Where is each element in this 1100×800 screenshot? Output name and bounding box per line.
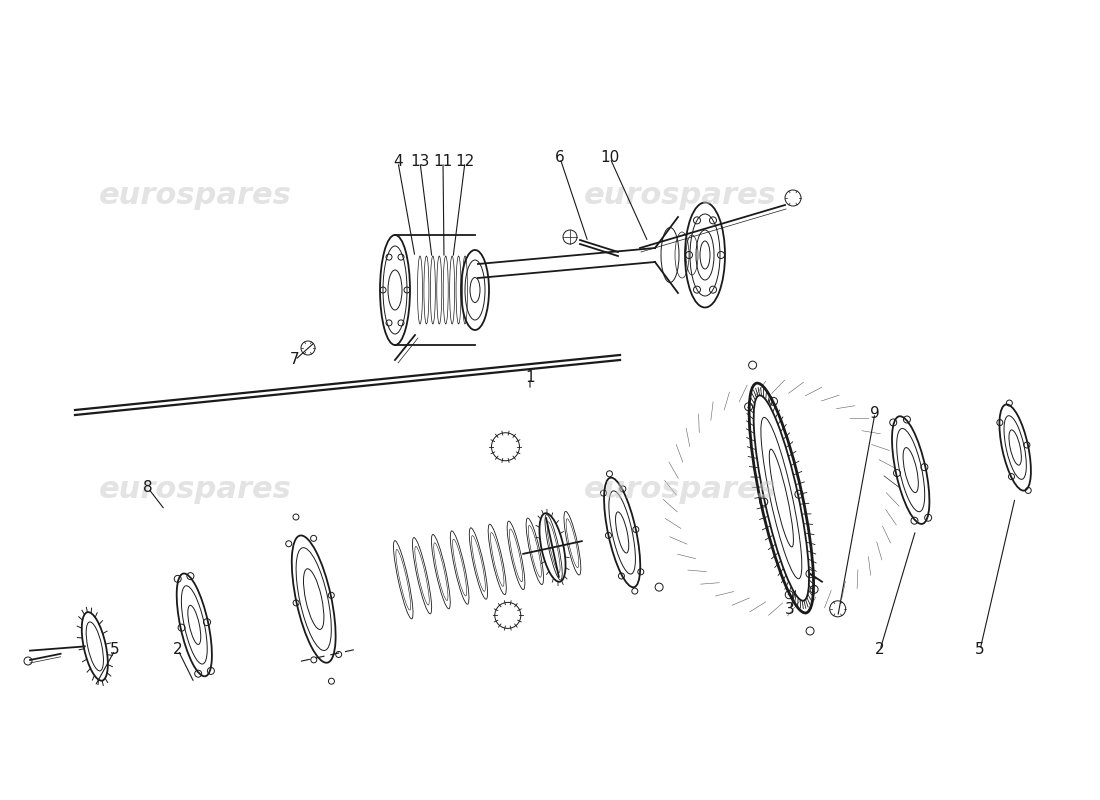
Text: 8: 8	[143, 481, 153, 495]
Text: 5: 5	[110, 642, 120, 658]
Text: 9: 9	[870, 406, 880, 421]
Text: eurospares: eurospares	[584, 475, 777, 505]
Text: 3: 3	[785, 602, 795, 618]
Text: 12: 12	[455, 154, 474, 170]
Text: 2: 2	[876, 642, 884, 658]
Text: 10: 10	[601, 150, 619, 166]
Text: eurospares: eurospares	[99, 475, 292, 505]
Text: 4: 4	[393, 154, 403, 170]
Text: 1: 1	[525, 370, 535, 386]
Text: 2: 2	[173, 642, 183, 658]
Text: 7: 7	[290, 353, 300, 367]
Text: 6: 6	[556, 150, 565, 166]
Text: 11: 11	[433, 154, 452, 170]
Text: 5: 5	[976, 642, 984, 658]
Text: eurospares: eurospares	[99, 181, 292, 210]
Text: eurospares: eurospares	[584, 181, 777, 210]
Text: 13: 13	[410, 154, 430, 170]
